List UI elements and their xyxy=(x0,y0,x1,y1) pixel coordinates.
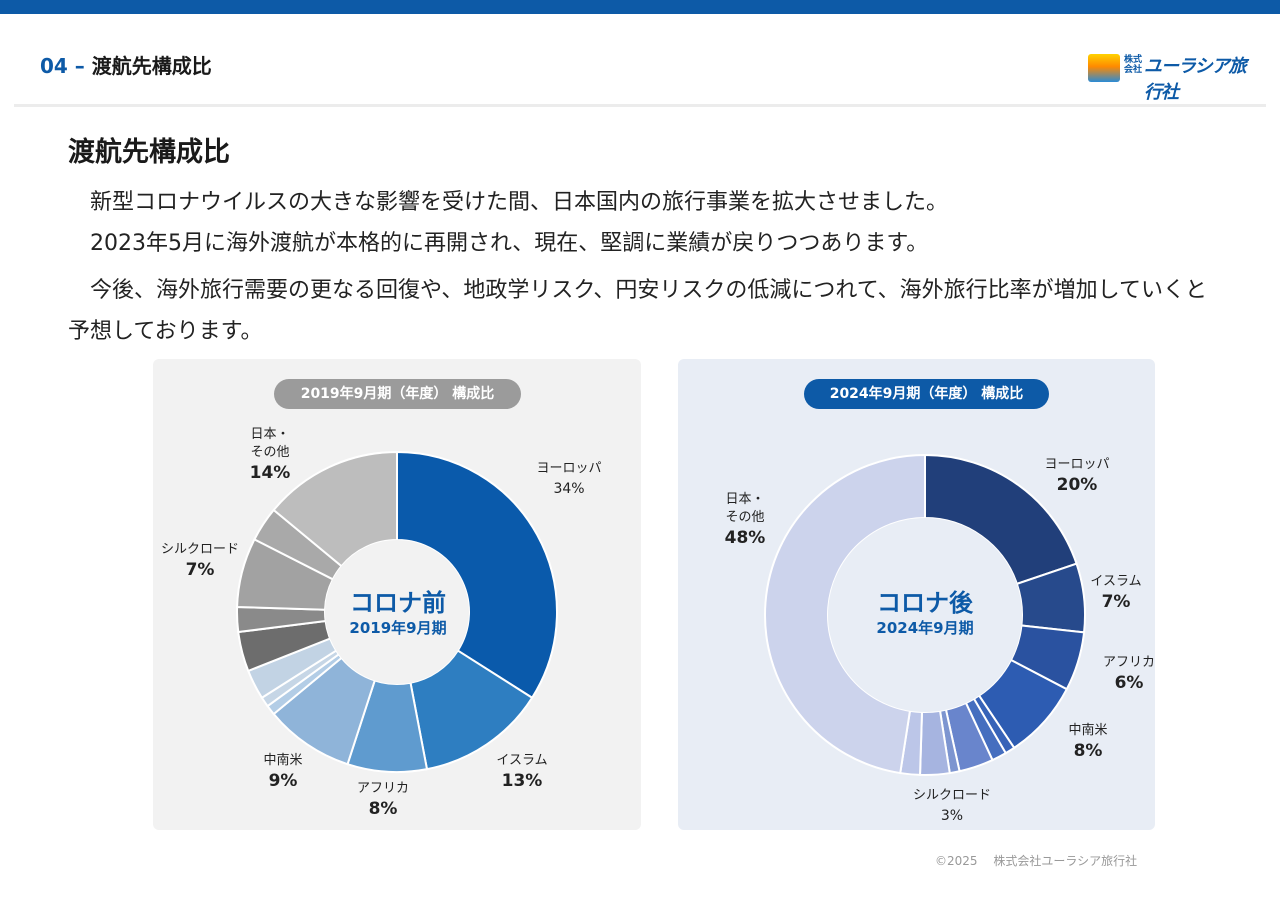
label-2019-europe: ヨーロッパ 34% xyxy=(524,460,614,500)
center-label-2019: コロナ前 2019年9月期 xyxy=(316,588,480,638)
label-2019-africa-pct: 8% xyxy=(368,799,398,819)
chart0-center-hole xyxy=(325,540,469,684)
label-2019-islam-name: イスラム xyxy=(496,753,548,768)
label-2019-silkroad-name: シルクロード xyxy=(160,542,239,557)
label-2024-silkroad: シルクロード 3% xyxy=(897,787,1007,827)
label-2024-africa: アフリカ 6% xyxy=(1089,654,1169,694)
label-2024-silkroad-name: シルクロード xyxy=(912,788,991,803)
label-2024-africa-pct: 6% xyxy=(1114,673,1144,693)
label-2019-latam-name: 中南米 xyxy=(263,753,303,768)
page-header: 04 – 渡航先構成比 xyxy=(40,50,212,79)
header-divider xyxy=(14,104,1266,107)
paragraph-3: 今後、海外旅行需要の更なる回復や、地政学リスク、円安リスクの低減につれて、海外旅… xyxy=(68,278,1207,344)
label-2019-latam-pct: 9% xyxy=(268,771,298,791)
center-title-2019: コロナ前 xyxy=(350,589,446,617)
label-2024-japan-name2: その他 xyxy=(725,510,765,525)
label-2024-silkroad-pct: 3% xyxy=(940,808,964,824)
paragraph-1: 新型コロナウイルスの大きな影響を受けた間、日本国内の旅行事業を拡大させました。 xyxy=(68,190,949,215)
label-2024-japan-name1: 日本・ xyxy=(725,492,765,507)
label-2019-silkroad: シルクロード 7% xyxy=(150,541,250,581)
header-number: 04 xyxy=(40,54,68,78)
company-logo: 株式 会社 ユーラシア旅行社 xyxy=(1088,52,1260,103)
label-2024-latam-name: 中南米 xyxy=(1068,723,1108,738)
logo-small-top: 株式 xyxy=(1124,55,1143,65)
copyright: ©2025 株式会社ユーラシア旅行社 xyxy=(935,854,1138,868)
label-2024-islam: イスラム 7% xyxy=(1076,573,1156,613)
label-2019-islam-pct: 13% xyxy=(501,771,543,791)
label-2024-latam: 中南米 8% xyxy=(1048,722,1128,762)
header-dash: – xyxy=(67,54,92,78)
label-2019-islam: イスラム 13% xyxy=(482,752,562,792)
label-2019-latam: 中南米 9% xyxy=(243,752,323,792)
label-2019-japan-pct: 14% xyxy=(249,463,291,483)
label-2019-europe-name: ヨーロッパ xyxy=(536,461,602,476)
center-subtitle-2024: 2024年9月期 xyxy=(876,619,974,637)
label-2024-japan-pct: 48% xyxy=(724,528,766,548)
label-2019-japan: 日本・ その他 14% xyxy=(230,426,310,484)
center-title-2024: コロナ後 xyxy=(877,589,973,617)
section-title: 渡航先構成比 xyxy=(68,137,230,168)
label-2024-europe-name: ヨーロッパ xyxy=(1044,457,1110,472)
label-2024-islam-pct: 7% xyxy=(1101,592,1131,612)
header-title: 渡航先構成比 xyxy=(91,54,212,78)
label-2019-japan-name1: 日本・ xyxy=(250,427,290,442)
label-2019-silkroad-pct: 7% xyxy=(185,560,215,580)
label-2019-japan-name2: その他 xyxy=(250,445,290,460)
logo-small-text: 株式 会社 xyxy=(1124,55,1142,75)
paragraph-2: 2023年5月に海外渡航が本格的に再開され、現在、堅調に業績が戻りつつあります。 xyxy=(68,231,929,256)
label-2024-europe-pct: 20% xyxy=(1056,475,1098,495)
label-2024-islam-name: イスラム xyxy=(1090,574,1142,589)
label-2019-africa: アフリカ 8% xyxy=(343,780,423,820)
center-label-2024: コロナ後 2024年9月期 xyxy=(843,588,1007,638)
label-2024-japan: 日本・ その他 48% xyxy=(705,491,785,549)
top-accent-bar xyxy=(0,0,1280,14)
logo-small-bottom: 会社 xyxy=(1124,65,1143,75)
chart-title-pill-2019: 2019年9月期（年度） 構成比 xyxy=(274,379,521,409)
label-2024-africa-name: アフリカ xyxy=(1102,655,1155,670)
label-2024-latam-pct: 8% xyxy=(1073,741,1103,761)
logo-mark-icon xyxy=(1088,54,1120,82)
center-subtitle-2019: 2019年9月期 xyxy=(349,619,447,637)
label-2024-europe: ヨーロッパ 20% xyxy=(1032,456,1122,496)
chart1-center-hole xyxy=(828,518,1022,712)
chart-title-pill-2024: 2024年9月期（年度） 構成比 xyxy=(804,379,1049,409)
label-2019-africa-name: アフリカ xyxy=(356,781,409,796)
logo-name: ユーラシア旅行社 xyxy=(1144,56,1247,103)
label-2019-europe-pct: 34% xyxy=(553,481,585,497)
